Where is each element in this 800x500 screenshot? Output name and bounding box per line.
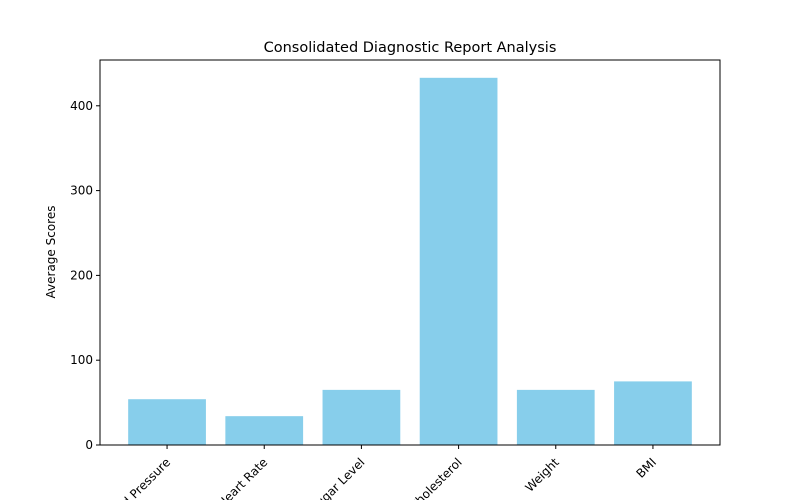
chart-title: Consolidated Diagnostic Report Analysis xyxy=(264,40,557,56)
y-axis-label: Average Scores xyxy=(44,206,58,299)
y-tick-label: 300 xyxy=(70,184,93,198)
y-tick-label: 400 xyxy=(70,99,93,113)
plot-frame xyxy=(99,59,721,446)
y-tick-label: 100 xyxy=(70,353,93,367)
bar xyxy=(419,77,498,445)
bar xyxy=(614,381,692,445)
bar xyxy=(225,416,304,445)
y-tick-label: 0 xyxy=(85,438,93,452)
bar xyxy=(322,389,401,445)
bar xyxy=(516,389,595,445)
bar xyxy=(128,399,206,445)
y-tick-label: 200 xyxy=(70,268,93,282)
